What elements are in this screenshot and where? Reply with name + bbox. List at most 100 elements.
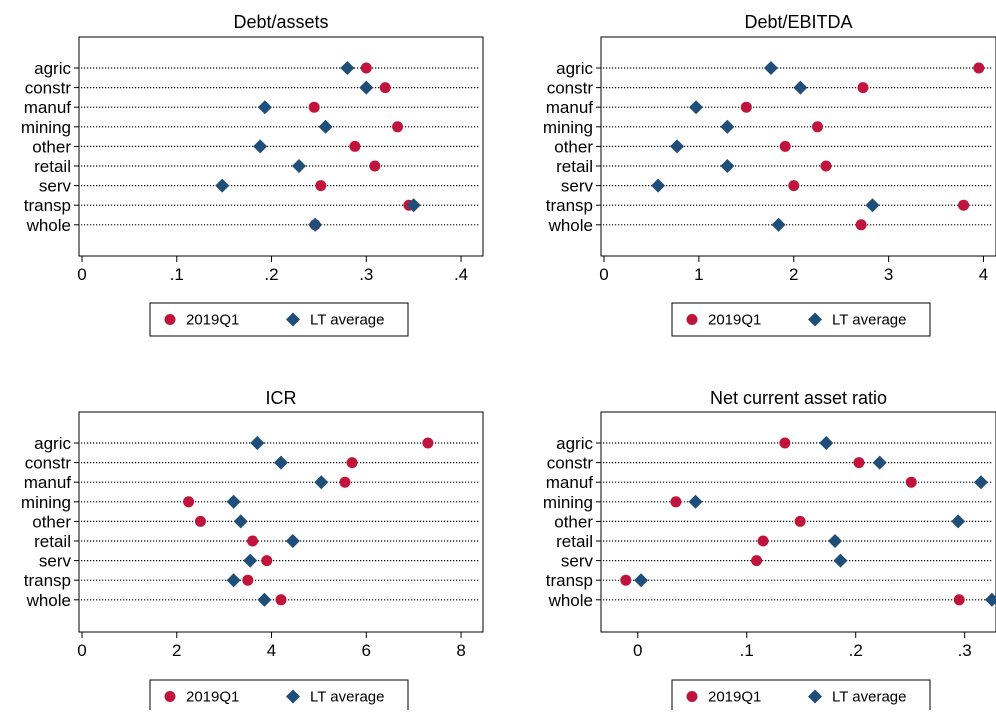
point-lt-average: [720, 159, 735, 173]
point-2019Q1: [953, 594, 965, 606]
y-tick-label: agric: [34, 59, 71, 78]
x-tick-label: 3: [884, 265, 893, 284]
point-2019Q1: [853, 457, 865, 469]
y-tick-label: manuf: [24, 98, 72, 117]
point-lt-average: [243, 553, 258, 568]
point-2019Q1: [349, 140, 361, 152]
point-lt-average: [651, 178, 666, 193]
y-tick-label: mining: [21, 493, 71, 512]
y-tick-label: serv: [561, 552, 594, 571]
chart-title: ICR: [266, 388, 297, 408]
x-tick-label: .2: [849, 641, 863, 660]
point-2019Q1: [757, 535, 769, 547]
point-lt-average: [828, 534, 843, 548]
point-lt-average: [318, 119, 333, 134]
legend-marker-2019Q1: [686, 314, 698, 325]
point-2019Q1: [794, 515, 806, 527]
point-2019Q1: [905, 476, 917, 488]
point-lt-average: [292, 159, 307, 173]
legend: 2019Q1 LT average: [149, 302, 409, 337]
point-lt-average: [634, 573, 649, 588]
point-lt-average: [215, 178, 230, 193]
point-2019Q1: [275, 594, 287, 606]
y-tick-label: mining: [543, 118, 593, 137]
y-tick-label: manuf: [24, 473, 72, 492]
legend: 2019Q1 LT average: [671, 679, 931, 714]
y-tick-label: other: [554, 512, 593, 531]
y-tick-label: serv: [561, 177, 594, 196]
point-lt-average: [670, 139, 685, 154]
chart-panel-2: Debt/EBITDA agricconstrmanufminingotherre…: [543, 12, 996, 337]
x-tick-label: 0: [77, 641, 86, 660]
legend-box: [671, 302, 931, 337]
point-2019Q1: [308, 101, 320, 113]
y-tick-label: agric: [556, 59, 593, 78]
point-lt-average: [763, 61, 778, 75]
point-lt-average: [285, 534, 300, 548]
legend: 2019Q1 LT average: [149, 679, 409, 714]
x-tick-label: 8: [456, 641, 465, 660]
x-tick-label: .3: [359, 265, 373, 284]
y-tick-label: transp: [546, 571, 593, 590]
y-tick-label: mining: [21, 118, 71, 137]
point-lt-average: [253, 139, 268, 154]
legend-label-lt-average: LT average: [310, 689, 385, 706]
legend: 2019Q1 LT average: [671, 302, 931, 337]
point-2019Q1: [779, 140, 791, 152]
plot-frame: [78, 36, 484, 257]
x-tick-label: 4: [979, 265, 988, 284]
x-tick-label: .3: [958, 641, 972, 660]
point-2019Q1: [242, 574, 254, 586]
point-lt-average: [359, 80, 374, 95]
y-tick-label: retail: [34, 157, 71, 176]
point-lt-average: [274, 455, 288, 470]
point-2019Q1: [422, 437, 434, 449]
x-tick-label: .1: [170, 265, 184, 284]
y-tick-label: other: [32, 137, 71, 156]
chart-panel-4: Net current asset ratio agricconstrmanufm…: [543, 388, 996, 714]
y-tick-label: retail: [34, 532, 71, 551]
point-lt-average: [793, 80, 808, 95]
legend-marker-lt-average: [286, 689, 300, 704]
legend-label-2019Q1: 2019Q1: [186, 312, 239, 329]
legend-marker-lt-average: [808, 689, 822, 704]
legend-marker-lt-average: [286, 312, 300, 327]
y-tick-label: serv: [39, 177, 72, 196]
chart-panel-1: Debt/assets agricconstrmanufminingotherre…: [21, 12, 484, 337]
y-tick-label: other: [554, 137, 593, 156]
chart-panel-3: ICR agricconstrmanufminingotherretailserv…: [21, 388, 484, 714]
x-tick-label: 2: [789, 265, 798, 284]
point-2019Q1: [811, 121, 823, 133]
point-lt-average: [257, 592, 272, 607]
legend-label-2019Q1: 2019Q1: [708, 689, 761, 706]
x-tick-label: 0: [633, 641, 642, 660]
y-tick-label: mining: [543, 493, 593, 512]
chart-title: Net current asset ratio: [710, 388, 887, 408]
point-lt-average: [226, 573, 241, 588]
point-lt-average: [951, 514, 966, 529]
point-2019Q1: [857, 82, 869, 94]
point-lt-average: [250, 436, 265, 450]
y-tick-label: transp: [546, 196, 593, 215]
x-tick-label: 6: [362, 641, 371, 660]
chart-title: Debt/EBITDA: [744, 12, 852, 32]
point-lt-average: [340, 61, 355, 75]
legend-box: [671, 679, 931, 714]
legend-marker-2019Q1: [686, 691, 698, 702]
legend-label-lt-average: LT average: [310, 312, 385, 329]
point-2019Q1: [247, 535, 259, 547]
y-tick-label: constr: [547, 454, 594, 473]
point-lt-average: [406, 198, 421, 213]
point-2019Q1: [620, 574, 632, 586]
point-2019Q1: [379, 82, 391, 94]
y-tick-label: whole: [26, 591, 71, 610]
point-2019Q1: [751, 555, 763, 567]
legend-label-2019Q1: 2019Q1: [186, 689, 239, 706]
point-lt-average: [226, 494, 241, 509]
point-lt-average: [257, 100, 272, 115]
legend-label-lt-average: LT average: [832, 312, 907, 329]
point-lt-average: [308, 217, 323, 232]
legend-label-2019Q1: 2019Q1: [708, 312, 761, 329]
y-tick-label: constr: [547, 79, 594, 98]
